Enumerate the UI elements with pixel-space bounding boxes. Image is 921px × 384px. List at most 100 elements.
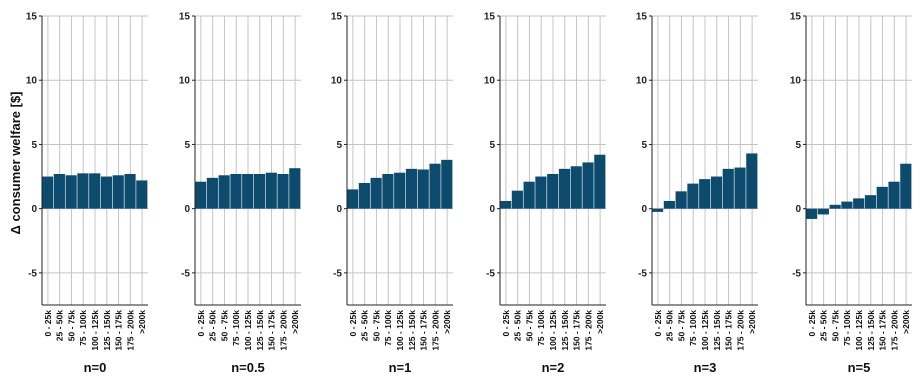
y-tick-label: 0: [184, 204, 190, 215]
y-tick-label: -5: [333, 268, 342, 279]
bar: [42, 176, 54, 209]
bar: [124, 173, 136, 209]
x-tick-label: 75 - 100k: [231, 310, 241, 346]
x-tick-label: 50 - 75k: [524, 310, 534, 341]
x-tick-label: 175 - 200k: [125, 310, 135, 351]
bar: [663, 200, 675, 209]
x-tick-label: 0 - 25k: [43, 310, 53, 337]
bar: [558, 168, 571, 209]
x-tick-label: 150 - 175k: [419, 310, 429, 351]
x-tick-label: 100 - 125k: [854, 310, 864, 351]
bar: [888, 181, 900, 209]
bar: [347, 189, 359, 209]
x-tick-label: 125 - 150k: [407, 310, 417, 351]
x-tick-label: 150 - 175k: [572, 310, 582, 351]
bar: [594, 154, 606, 209]
bar: [535, 176, 547, 209]
y-tick-label: 15: [790, 12, 802, 23]
bar: [206, 177, 218, 209]
bar: [876, 186, 888, 209]
x-tick-label: 100 - 125k: [243, 310, 253, 351]
y-tick-label: 15: [26, 12, 38, 23]
panel-title: n=5: [848, 360, 871, 375]
y-tick-label: 0: [489, 204, 495, 215]
y-tick-label: -5: [486, 268, 495, 279]
x-tick-label: 50 - 75k: [371, 310, 381, 341]
panel-title: n=3: [694, 360, 717, 375]
y-tick-label: 10: [331, 76, 343, 87]
bar: [853, 198, 865, 209]
bar: [230, 173, 242, 209]
x-tick-label: 125 - 150k: [255, 310, 265, 351]
bar: [136, 180, 148, 209]
y-tick-label: 10: [26, 76, 38, 87]
y-tick-label: 10: [790, 76, 802, 87]
x-tick-label: 125 - 150k: [712, 310, 722, 351]
panel-title: n=2: [542, 360, 565, 375]
bar: [405, 168, 418, 209]
x-tick-label: 75 - 100k: [536, 310, 546, 346]
bar: [277, 173, 289, 209]
bar: [112, 175, 124, 209]
x-tick-label: 25 - 50k: [665, 310, 675, 341]
x-tick-label: 100 - 125k: [700, 310, 710, 351]
x-tick-label: 0 - 25k: [196, 310, 206, 337]
x-tick-label: 175 - 200k: [889, 310, 899, 351]
bar: [829, 204, 841, 209]
y-tick-label: 15: [179, 12, 191, 23]
y-tick-label: 0: [336, 204, 342, 215]
y-tick-label: 0: [795, 204, 801, 215]
y-tick-label: 15: [636, 12, 648, 23]
bar: [722, 168, 734, 209]
x-tick-label: 175 - 200k: [583, 310, 593, 351]
bar: [417, 169, 429, 209]
bar: [511, 190, 523, 209]
bar: [289, 168, 301, 209]
y-tick-label: 10: [179, 76, 191, 87]
bar: [253, 173, 266, 209]
bar: [382, 173, 394, 209]
bar: [265, 172, 277, 209]
panel-title: n=0.5: [231, 360, 265, 375]
y-tick-label: -5: [181, 268, 190, 279]
x-tick-label: 125 - 150k: [866, 310, 876, 351]
y-tick-label: -5: [28, 268, 37, 279]
x-tick-label: 75 - 100k: [842, 310, 852, 346]
x-tick-label: 25 - 50k: [819, 310, 829, 341]
bar: [65, 175, 77, 209]
x-tick-label: 100 - 125k: [395, 310, 405, 351]
bar: [523, 181, 535, 209]
y-tick-label: 5: [489, 140, 495, 151]
bar: [218, 175, 230, 209]
bar: [652, 208, 664, 212]
x-tick-label: 150 - 175k: [267, 310, 277, 351]
panel-title: n=1: [389, 360, 412, 375]
bar: [394, 172, 406, 209]
bar: [195, 181, 207, 209]
y-axis-label: Δ consumer welfare [$]: [8, 92, 23, 235]
bar: [734, 167, 746, 209]
y-tick-label: -5: [792, 268, 801, 279]
x-tick-label: 125 - 150k: [560, 310, 570, 351]
bar: [900, 163, 912, 209]
x-tick-label: 0 - 25k: [653, 310, 663, 337]
bar: [817, 208, 829, 215]
y-tick-label: 10: [484, 76, 496, 87]
x-tick-label: 75 - 100k: [78, 310, 88, 346]
bar: [100, 176, 113, 209]
x-tick-label: 50 - 75k: [219, 310, 229, 341]
bar: [582, 162, 594, 209]
bar: [746, 153, 758, 209]
bar: [806, 208, 818, 219]
x-tick-label: 0 - 25k: [348, 310, 358, 337]
x-tick-label: 0 - 25k: [807, 310, 817, 337]
bar: [687, 183, 699, 209]
bar: [370, 177, 382, 209]
bar: [570, 166, 582, 209]
x-tick-label: 150 - 175k: [724, 310, 734, 351]
x-tick-label: 75 - 100k: [383, 310, 393, 346]
y-tick-label: 5: [31, 140, 37, 151]
x-tick-label: >200k: [442, 310, 452, 334]
x-tick-label: 25 - 50k: [55, 310, 65, 341]
